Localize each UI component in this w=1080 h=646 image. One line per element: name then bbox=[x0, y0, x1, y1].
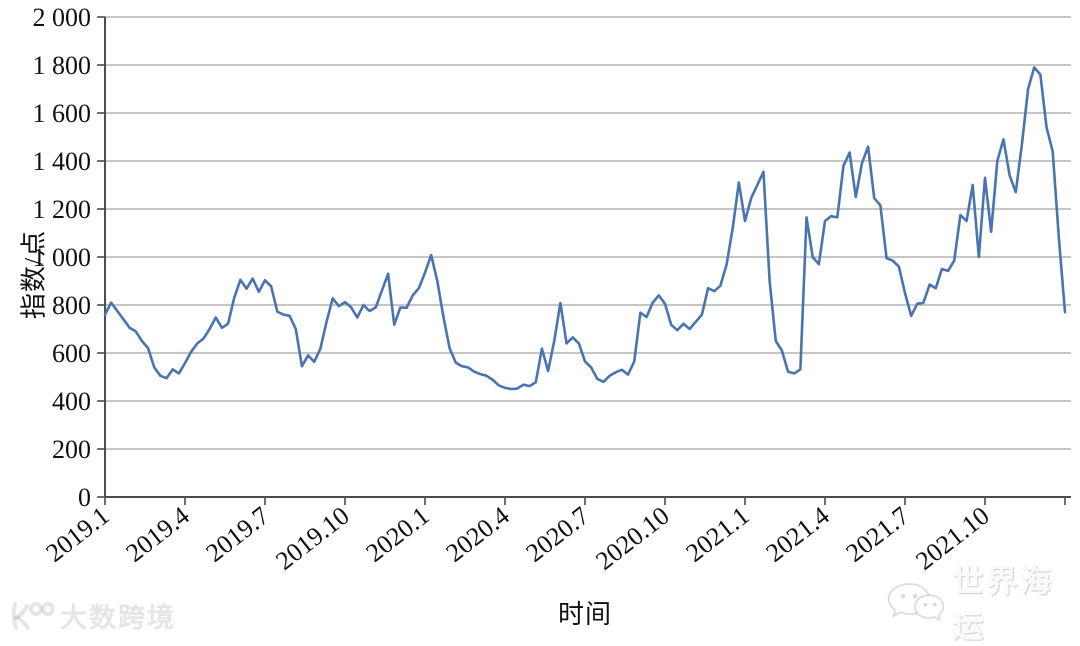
y-tick-label: 600 bbox=[52, 339, 91, 368]
y-tick-label: 1 200 bbox=[33, 195, 92, 224]
y-axis-title: 指数/点 bbox=[19, 229, 49, 320]
y-tick-label: 1 000 bbox=[33, 243, 92, 272]
x-tick-label: 2020.4 bbox=[440, 501, 514, 568]
y-tick-label: 1 400 bbox=[33, 147, 92, 176]
x-tick-label: 2020.10 bbox=[590, 501, 674, 576]
wechat-icon bbox=[887, 583, 945, 622]
k100-logo-icon bbox=[11, 601, 54, 630]
y-tick-label: 200 bbox=[52, 435, 91, 464]
y-tick-label: 1 600 bbox=[33, 99, 92, 128]
watermark-shijiehaiyun: 世界海运 bbox=[884, 556, 1080, 646]
y-tick-label: 1 800 bbox=[33, 51, 92, 80]
watermark-dashukuajing: 大数跨境 bbox=[8, 596, 176, 635]
x-tick-label: 2021.1 bbox=[680, 501, 754, 568]
x-tick-label: 2020.1 bbox=[360, 501, 434, 568]
watermark-left-label: 大数跨境 bbox=[60, 603, 176, 633]
series-line bbox=[103, 66, 1067, 391]
x-tick-label: 2020.7 bbox=[520, 501, 594, 568]
x-tick-label: 2019.4 bbox=[120, 501, 194, 568]
y-tick-label: 800 bbox=[52, 291, 91, 320]
x-axis-title: 时间 bbox=[557, 600, 612, 629]
x-tick-label: 2019.10 bbox=[270, 501, 354, 576]
y-tick-label: 0 bbox=[78, 483, 91, 512]
x-tick-label: 2019.7 bbox=[200, 501, 274, 568]
y-tick-label: 2 000 bbox=[33, 3, 92, 32]
x-tick-label: 2021.4 bbox=[760, 501, 834, 568]
y-tick-label: 400 bbox=[52, 387, 91, 416]
watermark-right-label: 世界海运 bbox=[952, 564, 1055, 644]
